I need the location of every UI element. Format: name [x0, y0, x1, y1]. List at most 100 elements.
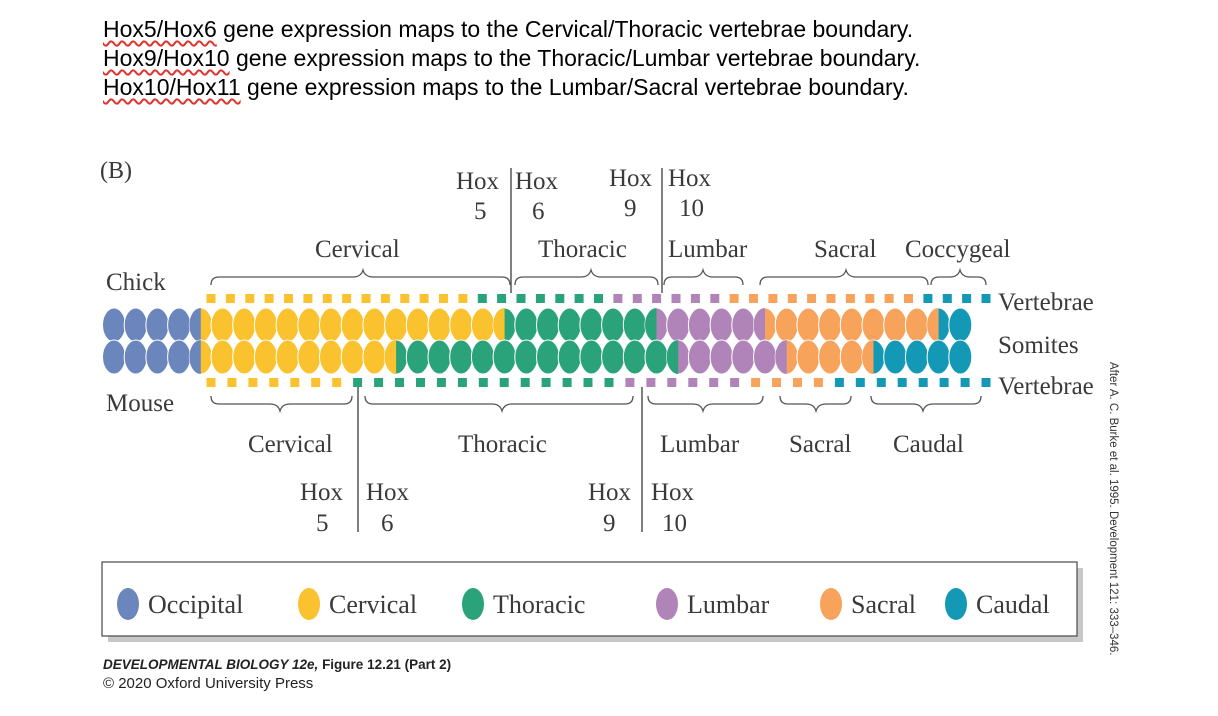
vertebra-cervical — [361, 294, 371, 303]
vertebra-cervical — [227, 378, 237, 387]
somite-thoracic — [579, 339, 604, 375]
somite-caudal — [948, 339, 973, 375]
hox-number: 6 — [381, 510, 394, 537]
brace — [759, 267, 929, 286]
hox-label: Hox — [588, 479, 632, 506]
chick-label: Chick — [106, 269, 166, 296]
legend-swatch — [656, 588, 678, 620]
legend-label: Caudal — [976, 590, 1050, 619]
legend-swatch — [820, 588, 842, 620]
somite-sacral — [818, 307, 843, 343]
vertebra-thoracic — [555, 294, 565, 303]
somite-thoracic — [536, 339, 560, 375]
vertebra-caudal — [855, 378, 865, 387]
hox-label: Hox — [651, 479, 695, 506]
vertebra-lumbar — [671, 294, 681, 303]
source-text: After A. C. Burke et al. 1995. Developme… — [1107, 362, 1119, 656]
vertebra-lumbar — [688, 378, 698, 387]
somite-occipital-cervical — [188, 339, 213, 375]
legend-item-caudal: Caudal — [945, 588, 1050, 620]
somite-thoracic — [470, 339, 495, 375]
row-label-somites: Somites — [998, 332, 1079, 359]
somite-cervical — [362, 339, 387, 375]
hox-label: Hox — [300, 479, 344, 506]
mouse-region-lumbar: Lumbar — [660, 431, 740, 458]
mouse-region-cervical: Cervical — [248, 431, 333, 458]
somite-sacral-caudal — [861, 339, 886, 375]
vertebra-cervical — [419, 294, 429, 303]
hox-number: 5 — [316, 510, 329, 537]
somite-caudal — [948, 307, 973, 343]
vertebra-sacral — [826, 294, 836, 303]
book-title: DEVELOPMENTAL BIOLOGY 12e, — [103, 657, 319, 672]
vertebra-thoracic — [604, 378, 614, 387]
vertebra-cervical — [380, 294, 390, 303]
mouse-hox-9-10: Hox Hox 9 10 — [588, 479, 695, 537]
hox-number: 10 — [662, 510, 687, 537]
somite-occipital — [167, 307, 192, 343]
legend-item-occipital: Occipital — [117, 588, 243, 620]
chick-region-coccygeal: Coccygeal — [905, 236, 1011, 263]
legend-label: Sacral — [851, 590, 916, 619]
somite-thoracic-lumbar — [644, 307, 669, 343]
mouse-hox-5-6: Hox Hox 5 6 — [300, 479, 410, 537]
mouse-region-sacral: Sacral — [789, 431, 852, 458]
note-line: Hox5/Hox6 gene expression maps to the Ce… — [103, 15, 920, 44]
brace — [663, 267, 744, 286]
vertebra-cervical — [311, 378, 321, 387]
hox-label: Hox — [668, 165, 712, 192]
legend-item-cervical: Cervical — [298, 588, 417, 620]
somite-occipital — [145, 339, 170, 375]
vertebra-cervical — [225, 294, 235, 303]
somite-cervical — [210, 307, 235, 343]
credit-title: DEVELOPMENTAL BIOLOGY 12e, Figure 12.21 … — [103, 657, 451, 672]
somite-lumbar — [666, 307, 691, 343]
vertebra-caudal — [834, 378, 844, 387]
somite-thoracic — [449, 339, 474, 375]
hox-label: Hox — [609, 165, 653, 192]
somite-cervical — [275, 307, 300, 343]
somite-lumbar — [709, 307, 734, 343]
somite-sacral — [839, 307, 864, 343]
hox-number: 10 — [679, 195, 704, 222]
somite-sacral — [861, 307, 886, 343]
somite-row-top — [102, 307, 973, 343]
somite-occipital — [123, 307, 148, 343]
brace — [779, 395, 852, 414]
vertebra-thoracic — [520, 378, 530, 387]
somite-lumbar — [687, 339, 712, 375]
row-label-vertebrae-bottom: Vertebrae — [998, 373, 1094, 400]
somite-caudal — [904, 339, 929, 375]
vertebra-caudal — [876, 378, 886, 387]
hox-number: 6 — [532, 198, 545, 225]
vertebra-caudal — [942, 294, 952, 303]
vertebra-thoracic — [477, 294, 487, 303]
somite-thoracic — [557, 339, 582, 375]
somite-thoracic — [514, 339, 539, 375]
legend-label: Cervical — [329, 590, 417, 619]
somite-thoracic — [644, 339, 669, 375]
brace — [870, 395, 982, 414]
somite-thoracic — [622, 339, 647, 375]
somite-lumbar — [687, 307, 712, 343]
note-text: gene expression maps to the Thoracic/Lum… — [229, 45, 921, 71]
vertebra-thoracic — [353, 378, 363, 387]
chick-region-cervical: Cervical — [315, 236, 400, 263]
somite-thoracic — [579, 307, 604, 343]
legend-item-sacral: Sacral — [820, 588, 916, 620]
somite-cervical — [449, 307, 474, 343]
legend-label: Lumbar — [687, 590, 770, 619]
hox-label: Hox — [456, 168, 500, 195]
vertebra-thoracic — [535, 294, 545, 303]
vertebra-sacral — [813, 378, 823, 387]
somite-lumbar — [731, 339, 756, 375]
vertebra-caudal — [981, 294, 991, 303]
somite-sacral — [774, 307, 799, 343]
mouse-vertebrae-row — [206, 378, 991, 387]
vertebra-cervical — [269, 378, 279, 387]
legend-box — [101, 561, 1078, 637]
somite-cervical — [319, 339, 343, 375]
figure-number: Figure 12.21 (Part 2) — [322, 657, 452, 672]
somite-thoracic — [405, 339, 430, 375]
